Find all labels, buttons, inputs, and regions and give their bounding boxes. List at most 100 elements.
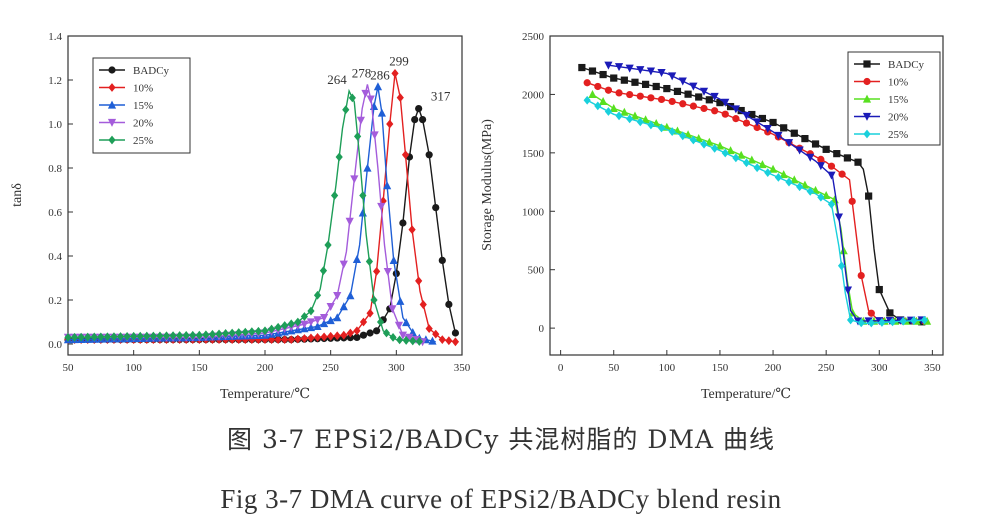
left-x-tick-label: 100 [125, 362, 142, 374]
right-data-point [763, 124, 772, 133]
right-data-point [705, 137, 714, 146]
left-data-point [377, 202, 386, 211]
right-data-point [838, 170, 846, 178]
left-data-point [353, 131, 362, 141]
right-data-point [742, 158, 751, 168]
right-data-point [636, 66, 645, 75]
left-data-point [391, 69, 399, 78]
left-data-point [320, 319, 329, 328]
right-data-point [731, 105, 740, 114]
peak-temperature-label: 278 [352, 65, 372, 80]
left-data-point [195, 330, 203, 340]
right-data-point [753, 163, 761, 173]
right-plot-frame [549, 35, 944, 356]
left-data-point [415, 105, 423, 113]
left-data-point [366, 329, 374, 337]
right-x-tick-label: 50 [608, 362, 620, 374]
left-data-point [340, 330, 348, 340]
left-data-point [228, 328, 236, 338]
right-data-point [811, 140, 820, 148]
left-data-point [300, 334, 308, 343]
left-data-point [383, 267, 392, 276]
right-data-point [790, 129, 798, 137]
right-data-point [614, 63, 624, 72]
left-data-point [388, 305, 397, 314]
left-data-point [451, 329, 460, 337]
left-data-point [419, 300, 427, 309]
left-data-point [342, 105, 350, 115]
left-x-tick-label: 300 [388, 362, 405, 374]
right-data-point [747, 155, 756, 164]
right-data-point [758, 114, 767, 123]
left-data-point [241, 327, 249, 337]
right-data-point [657, 95, 666, 104]
right-data-point [700, 104, 708, 113]
right-data-point [753, 123, 761, 132]
left-y-tick-label: 1.2 [48, 75, 62, 87]
left-data-point [254, 326, 263, 336]
left-data-point [359, 191, 367, 200]
right-legend-label: 20% [888, 112, 908, 124]
right-data-point [822, 145, 830, 153]
right-data-point [827, 199, 836, 209]
right-data-point [857, 271, 865, 280]
right-data-point [699, 87, 709, 96]
left-data-point [353, 326, 361, 336]
right-x-tick-label: 150 [712, 362, 729, 374]
right-data-point [816, 162, 825, 171]
right-data-point [768, 164, 778, 173]
right-data-point [657, 123, 666, 133]
right-data-point [673, 87, 682, 95]
tan-delta-plot: 50 100 150 200 250 300 350 0.0 0.2 0.4 0.6 0.8 1.0 1.… [10, 31, 471, 402]
left-data-point [189, 330, 197, 340]
right-data-point [599, 97, 608, 106]
right-data-point [711, 107, 719, 115]
right-x-tick-label: 300 [871, 362, 888, 374]
right-data-point [865, 192, 873, 200]
right-data-point [678, 77, 687, 86]
left-data-point [327, 331, 335, 341]
right-data-point [668, 97, 676, 106]
left-data-point [376, 317, 385, 327]
left-data-point [267, 324, 276, 334]
left-data-point [84, 332, 92, 342]
right-data-point [758, 160, 767, 169]
right-data-point [753, 118, 762, 127]
left-data-point [415, 276, 423, 286]
left-data-point [248, 327, 256, 337]
left-data-point [445, 300, 453, 308]
left-data-point [110, 332, 118, 342]
left-x-axis-label: Temperature/℃ [220, 387, 310, 402]
right-legend: BADCy 10% 15% 20% 25% [847, 51, 941, 146]
right-data-point [732, 153, 740, 163]
left-data-point [169, 331, 177, 341]
left-legend-marker [107, 118, 117, 127]
left-data-point [319, 266, 328, 276]
right-data-point [769, 118, 777, 127]
right-data-point [817, 192, 825, 202]
left-data-point [274, 322, 282, 332]
left-data-point [143, 331, 151, 341]
right-data-point [742, 111, 751, 120]
right-data-point [774, 131, 783, 140]
right-x-tick-label: 0 [558, 362, 564, 374]
left-data-point [345, 217, 354, 226]
left-data-point [396, 335, 404, 345]
right-series-25% [583, 95, 929, 328]
left-data-point [64, 333, 72, 342]
right-data-point [615, 89, 623, 97]
right-data-point [647, 120, 655, 130]
left-data-point [359, 317, 368, 327]
left-data-point [90, 332, 98, 342]
right-data-point [695, 93, 703, 101]
right-data-point [594, 82, 602, 91]
left-legend: BADCy 10% 15% 20% 25% [92, 57, 191, 154]
right-data-point [867, 318, 875, 328]
left-data-point [306, 318, 316, 327]
right-data-point [732, 115, 740, 123]
caption-chinese: 图 3-7 EPSi2/BADCy 共混树脂的 DMA 曲线 [227, 425, 775, 454]
right-data-point [652, 82, 660, 91]
right-data-point [641, 80, 650, 88]
left-data-point [300, 320, 309, 329]
left-data-point [335, 152, 343, 162]
